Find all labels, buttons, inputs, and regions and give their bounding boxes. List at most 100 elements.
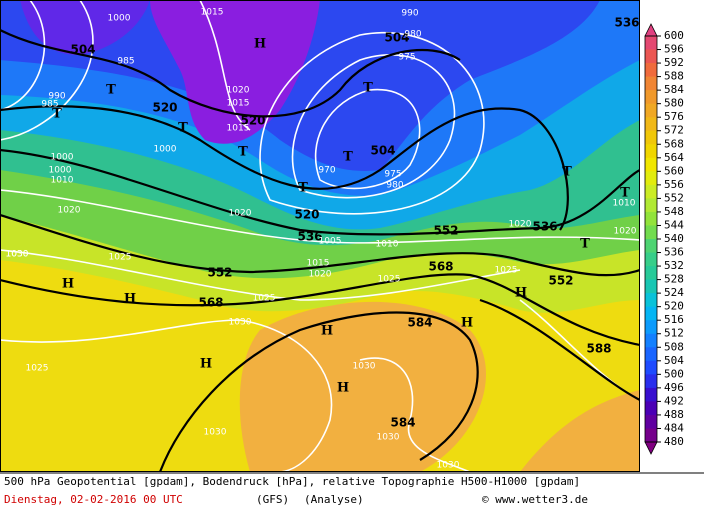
pressure-label: 1005: [319, 237, 342, 247]
pressure-label: 1015: [201, 8, 224, 18]
pressure-label: 985: [117, 57, 134, 67]
field-orange: [520, 390, 639, 471]
colorbar-label: 516: [664, 313, 684, 326]
colorbar-label: 536: [664, 246, 684, 259]
map-labels: 504 520 520 504 504 520 536 552 552 568 568 584 584 5…: [6, 8, 640, 471]
geopotential-label: 504: [70, 43, 95, 57]
geopotential-label: 520: [294, 208, 319, 222]
pressure-label: 1000: [49, 166, 72, 176]
colorbar-label: 504: [664, 354, 684, 367]
colorbar-frame: [644, 35, 658, 443]
pressure-label: 975: [398, 53, 415, 63]
isobar: [1, 319, 333, 471]
colorbar-label: 524: [664, 286, 684, 299]
isobar: [1, 1, 46, 111]
isobar: [314, 88, 421, 190]
footer-run: (Analyse): [304, 493, 364, 506]
geopotential-line: [1, 105, 569, 231]
geopotential-line: [1, 214, 639, 277]
geopotential-label: 568: [428, 260, 453, 274]
colorbar-arrow-top: [644, 23, 658, 37]
geopotential-label: 552: [207, 266, 232, 280]
geopotential-label: 584: [407, 316, 432, 330]
colorbar-swatch: [645, 157, 657, 172]
pressure-label: 990: [48, 92, 65, 102]
pressure-label: 1020: [227, 86, 250, 96]
geopotential-label: 504: [384, 31, 409, 45]
pressure-label: 1000: [51, 153, 74, 163]
colorbar-swatch: [645, 293, 657, 308]
geopotential-label: 536: [614, 16, 639, 30]
colorbar-swatch: [645, 320, 657, 335]
colorbar-label: 484: [664, 421, 684, 434]
colorbar-swatch: [645, 360, 657, 375]
low-marker: T: [298, 181, 308, 196]
pressure-label: 1000: [108, 14, 131, 24]
high-marker: H: [321, 324, 333, 339]
colorbar-swatch: [645, 76, 657, 91]
low-marker: T: [52, 107, 62, 122]
pressure-label: 1010: [51, 176, 74, 186]
colorbar-swatch: [645, 198, 657, 213]
colorbar-swatch: [645, 239, 657, 254]
colorbar-label: 488: [664, 408, 684, 421]
colorbar-swatch: [645, 184, 657, 199]
pressure-label: 1015: [227, 124, 250, 134]
map-field: [1, 1, 639, 471]
colorbar-label: 600: [664, 29, 684, 42]
geopotential-label: 588: [586, 342, 611, 356]
pressure-label: 980: [404, 30, 421, 40]
colorbar-label: 496: [664, 381, 684, 394]
high-marker: H: [461, 316, 473, 331]
footer-model: (GFS): [256, 493, 289, 506]
footer-date: Dienstag, 02-02-2016 00 UTC: [4, 493, 183, 506]
colorbar-label: 500: [664, 367, 684, 380]
geopotential-label: 552: [548, 274, 573, 288]
colorbar-label: 596: [664, 43, 684, 56]
colorbar-swatch: [645, 347, 657, 362]
colorbar-swatch: [645, 130, 657, 145]
colorbar-label: 552: [664, 191, 684, 204]
field-orange: [239, 301, 486, 471]
colorbar-label: 528: [664, 273, 684, 286]
pressure-label: 1025: [495, 266, 518, 276]
footer-credit: © www.wetter3.de: [482, 493, 588, 506]
colorbar-label: 584: [664, 83, 684, 96]
colorbar-swatch: [645, 49, 657, 64]
colorbar-label: 556: [664, 178, 684, 191]
isobars: [1, 1, 639, 471]
colorbar-swatch: [645, 225, 657, 240]
isobar: [1, 189, 639, 244]
pressure-label: 975: [384, 170, 401, 180]
pressure-label: 1025: [26, 364, 49, 374]
pressure-label: 1025: [378, 275, 401, 285]
colorbar-label: 564: [664, 151, 684, 164]
pressure-label: 1025: [109, 253, 132, 263]
colorbar-label: 568: [664, 137, 684, 150]
colorbar-label: 576: [664, 110, 684, 123]
geopotential-label: 520: [152, 101, 177, 115]
pressure-label: 1010: [613, 199, 636, 209]
colorbar-label: 508: [664, 340, 684, 353]
pressure-label: 1030: [353, 362, 376, 372]
low-marker: T: [580, 237, 590, 252]
pressure-label: 990: [401, 9, 418, 19]
high-marker: H: [200, 357, 212, 372]
isobar: [291, 54, 456, 199]
colorbar-swatch: [645, 428, 657, 443]
colorbar-swatch: [645, 306, 657, 321]
geopotential-label: 568: [198, 296, 223, 310]
colorbar-swatch: [645, 36, 657, 51]
pressure-label: 980: [386, 181, 403, 191]
geopotential-line: [159, 311, 479, 471]
pressure-label: 1015: [227, 99, 250, 109]
pressure-label: 1030: [377, 433, 400, 443]
field-purple: [150, 1, 320, 144]
footer-description: 500 hPa Geopotential [gpdam], Bodendruck…: [4, 475, 580, 488]
pressure-label: 1015: [307, 259, 330, 269]
geopotential-label: 536: [297, 230, 322, 244]
pressure-label: 1020: [509, 220, 532, 230]
colorbar-swatch: [645, 414, 657, 429]
geopotential-line: [1, 273, 639, 346]
colorbar-label: 480: [664, 435, 684, 448]
